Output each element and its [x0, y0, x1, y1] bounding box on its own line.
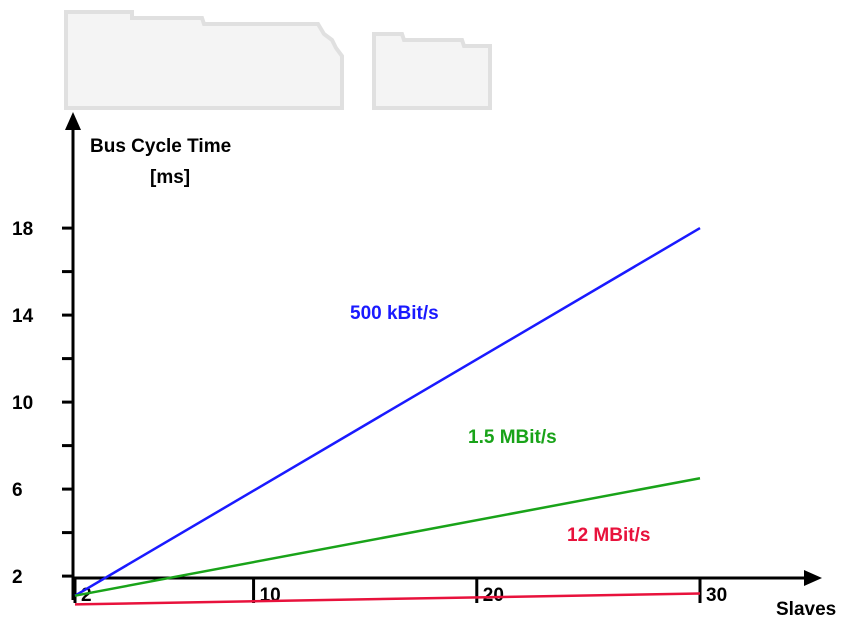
y-axis-label-line2: [ms] — [150, 167, 190, 188]
y-tick-label: 18 — [12, 219, 33, 240]
series-label-500-kbit: 500 kBit/s — [350, 303, 439, 324]
faded-tab-shape-right — [372, 32, 492, 110]
x-axis-label: Slaves — [776, 599, 836, 619]
y-axis-arrow — [65, 112, 81, 130]
y-tick-label: 14 — [12, 306, 34, 327]
y-axis-tick-labels: 2 6 10 14 18 — [12, 219, 34, 588]
series-label-12-mbit: 12 MBit/s — [567, 525, 650, 546]
x-tick-label: 10 — [260, 585, 281, 606]
y-axis-label-line1: Bus Cycle Time — [90, 136, 231, 157]
x-tick-label: 30 — [706, 585, 727, 606]
faded-header-artifacts — [64, 10, 492, 110]
faded-tab-shape-left — [64, 10, 344, 110]
x-axis-arrow — [804, 570, 822, 586]
series-line-1 — [74, 476, 701, 597]
x-tick-label: 20 — [483, 585, 504, 606]
x-axis-ticks — [73, 578, 702, 603]
y-tick-label: 2 — [12, 567, 23, 588]
series-lines — [74, 227, 701, 606]
x-tick-label: 2 — [81, 585, 92, 606]
y-axis-ticks — [62, 226, 73, 578]
y-tick-label: 6 — [12, 480, 23, 501]
series-label-1-5-mbit: 1.5 MBit/s — [468, 427, 557, 448]
series-line-2 — [74, 592, 701, 606]
y-tick-label: 10 — [12, 393, 33, 414]
series-line-0 — [74, 227, 701, 597]
